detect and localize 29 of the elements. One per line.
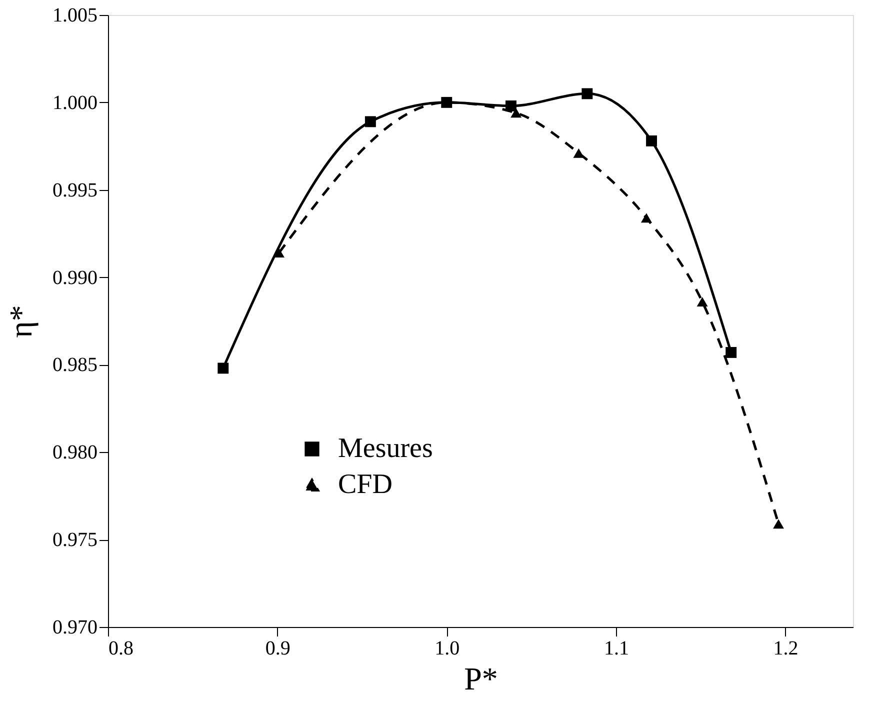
y-tick-label: 1.005 xyxy=(52,4,98,26)
point xyxy=(640,213,652,223)
x-tick-label: 1.0 xyxy=(434,638,460,660)
point xyxy=(726,346,737,358)
point xyxy=(274,248,284,258)
point xyxy=(506,100,516,112)
x-tick-label: 0.8 xyxy=(108,638,134,660)
y-tick-label: 0.995 xyxy=(52,179,98,202)
legend-label: CFD xyxy=(338,469,392,500)
y-tick-label: 0.975 xyxy=(52,529,98,552)
y-tick-label: 1.000 xyxy=(52,92,98,114)
y-tick-label: 0.980 xyxy=(52,442,98,464)
point xyxy=(696,297,708,307)
point xyxy=(510,108,522,118)
point xyxy=(218,362,229,374)
point xyxy=(582,88,593,100)
point xyxy=(646,135,657,146)
x-tick-label: 1.2 xyxy=(773,638,798,660)
y-tick-label: 0.985 xyxy=(52,354,98,376)
y-tick-label: 0.990 xyxy=(52,266,98,289)
y-tick-label: 0.970 xyxy=(52,616,98,638)
x-tick-label: 1.1 xyxy=(604,638,629,660)
legend-label: Mesures xyxy=(338,433,433,464)
point xyxy=(364,116,376,128)
point xyxy=(773,519,784,529)
x-tick-label: 0.9 xyxy=(265,638,290,660)
point xyxy=(573,148,584,158)
x-axis-title: P* xyxy=(464,660,498,696)
y-axis-title: η* xyxy=(2,305,38,338)
